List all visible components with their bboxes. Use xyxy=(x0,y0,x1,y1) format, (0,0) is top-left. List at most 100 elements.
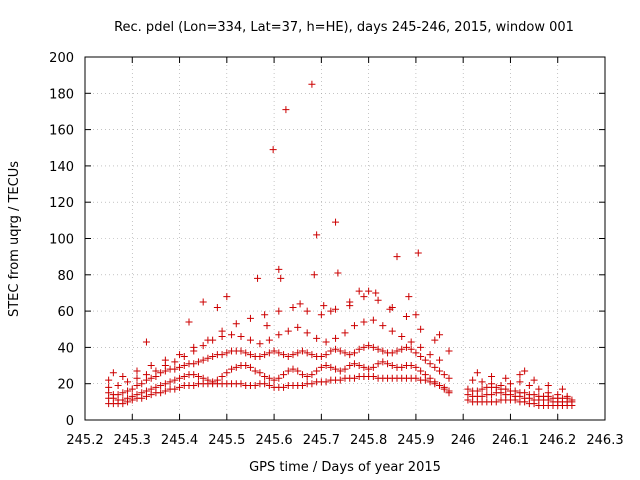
data-point xyxy=(289,365,297,373)
data-point xyxy=(303,372,311,380)
data-point xyxy=(521,367,529,375)
data-point xyxy=(289,303,297,311)
data-point xyxy=(298,347,306,355)
data-point xyxy=(464,385,472,393)
data-point xyxy=(473,387,481,395)
data-point xyxy=(289,351,297,359)
data-point xyxy=(176,351,184,359)
data-point xyxy=(317,363,325,371)
data-point xyxy=(322,338,330,346)
data-point xyxy=(436,367,444,375)
data-point xyxy=(237,333,245,341)
data-point xyxy=(488,380,496,388)
data-point xyxy=(166,378,174,386)
data-point xyxy=(473,369,481,377)
data-point xyxy=(298,382,306,390)
y-tick-label: 200 xyxy=(49,51,74,66)
x-tick-label: 245.6 xyxy=(255,433,292,448)
data-point xyxy=(294,349,302,357)
data-point xyxy=(417,352,425,360)
y-tick-label: 140 xyxy=(49,160,74,175)
y-tick-label: 60 xyxy=(57,305,74,320)
data-point xyxy=(275,307,283,315)
data-point xyxy=(114,391,122,399)
data-point xyxy=(317,311,325,319)
data-point xyxy=(388,349,396,357)
data-point xyxy=(372,289,380,297)
data-point xyxy=(284,352,292,360)
data-point xyxy=(213,376,221,384)
data-point xyxy=(223,293,231,301)
data-point xyxy=(407,338,415,346)
data-point xyxy=(275,374,283,382)
y-tick-label: 80 xyxy=(57,269,74,284)
data-point xyxy=(147,374,155,382)
y-tick-label: 40 xyxy=(57,341,74,356)
data-point xyxy=(568,396,576,404)
data-point xyxy=(492,383,500,391)
y-tick-label: 160 xyxy=(49,124,74,139)
data-point xyxy=(142,371,150,379)
data-point xyxy=(119,372,127,380)
x-tick-label: 245.3 xyxy=(114,433,151,448)
data-point xyxy=(218,327,226,335)
data-point xyxy=(232,320,240,328)
data-point xyxy=(497,382,505,390)
data-point xyxy=(478,378,486,386)
data-point xyxy=(161,380,169,388)
data-point xyxy=(133,391,141,399)
data-point xyxy=(417,343,425,351)
data-point xyxy=(218,372,226,380)
data-point xyxy=(502,374,510,382)
data-point xyxy=(334,269,342,277)
data-point xyxy=(322,351,330,359)
data-point xyxy=(204,336,212,344)
data-point xyxy=(228,331,236,339)
data-point xyxy=(341,349,349,357)
data-point xyxy=(398,345,406,353)
data-point xyxy=(261,372,269,380)
data-point xyxy=(138,380,146,388)
data-point xyxy=(412,349,420,357)
data-point xyxy=(436,356,444,364)
x-tick-label: 245.2 xyxy=(66,433,103,448)
x-tick-label: 245.4 xyxy=(161,433,198,448)
data-point xyxy=(138,389,146,397)
data-point xyxy=(426,360,434,368)
data-point xyxy=(282,106,290,114)
data-point xyxy=(431,336,439,344)
data-point xyxy=(251,382,259,390)
data-point xyxy=(246,363,254,371)
data-point xyxy=(336,367,344,375)
data-point xyxy=(114,382,122,390)
data-point xyxy=(369,316,377,324)
chart-title: Rec. pdel (Lon=334, Lat=37, h=HE), days … xyxy=(114,20,574,35)
data-point xyxy=(412,374,420,382)
data-point xyxy=(445,347,453,355)
data-point xyxy=(379,347,387,355)
data-point xyxy=(374,345,382,353)
data-point xyxy=(440,371,448,379)
data-point xyxy=(313,231,321,239)
data-point xyxy=(142,387,150,395)
data-point xyxy=(161,356,169,364)
data-point xyxy=(388,327,396,335)
data-point xyxy=(199,374,207,382)
data-point xyxy=(284,327,292,335)
data-point xyxy=(426,351,434,359)
data-point xyxy=(310,271,318,279)
data-point xyxy=(407,345,415,353)
data-point xyxy=(360,318,368,326)
data-point xyxy=(251,367,259,375)
data-point xyxy=(171,358,179,366)
data-point xyxy=(275,265,283,273)
grid xyxy=(85,57,605,420)
data-point xyxy=(180,372,188,380)
data-point xyxy=(194,372,202,380)
data-point xyxy=(105,383,113,391)
data-point xyxy=(298,371,306,379)
data-point xyxy=(152,383,160,391)
data-point xyxy=(393,347,401,355)
data-point xyxy=(327,363,335,371)
data-point xyxy=(190,382,198,390)
